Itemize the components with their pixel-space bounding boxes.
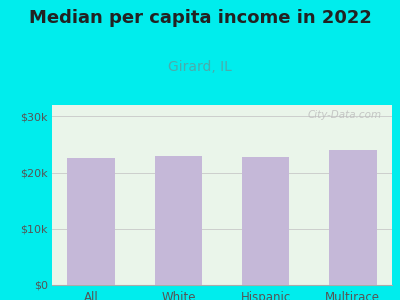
Text: Girard, IL: Girard, IL: [168, 60, 232, 74]
Bar: [154, 156, 202, 285]
Bar: [68, 158, 115, 285]
Bar: [329, 150, 376, 285]
Text: Median per capita income in 2022: Median per capita income in 2022: [28, 9, 372, 27]
Text: City-Data.com: City-Data.com: [308, 110, 382, 120]
Bar: [242, 157, 290, 285]
